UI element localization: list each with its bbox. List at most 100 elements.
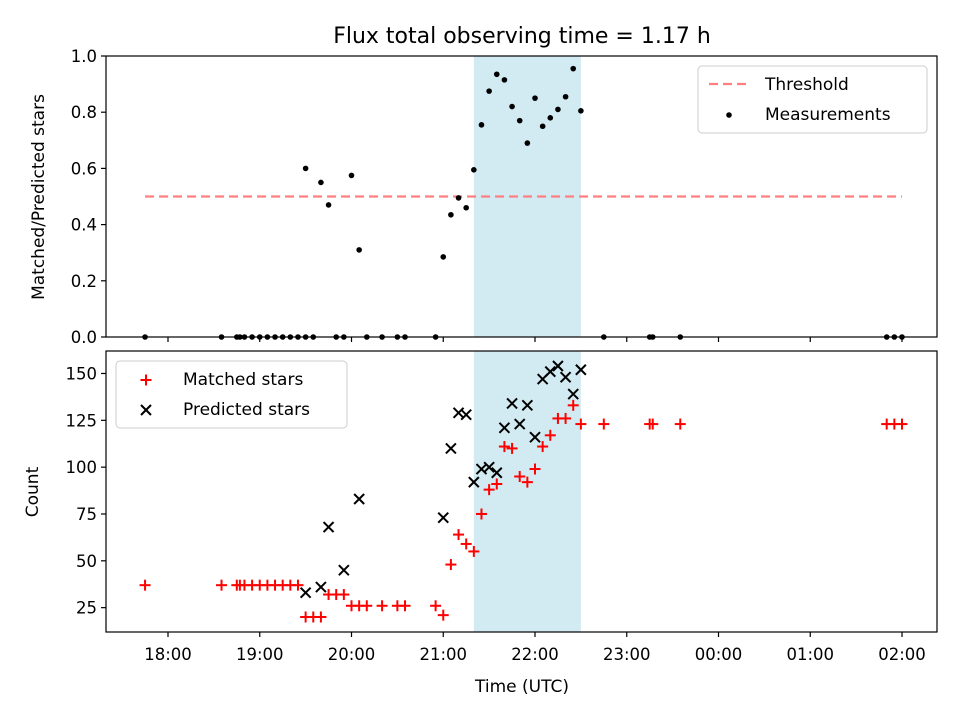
measurement-point (463, 204, 469, 211)
legend-predicted-swatch (140, 404, 152, 416)
legend-matched-label: Matched stars (183, 370, 303, 390)
matched-star-point (361, 600, 373, 612)
legend-matched-swatch (140, 374, 152, 386)
matched-star-point (491, 478, 503, 490)
predicted-star-point (468, 476, 480, 488)
predicted-star-point (559, 371, 572, 383)
ratio-legend: Threshold Measurements (697, 65, 928, 134)
measurement-point (539, 123, 546, 130)
predicted-star-point (506, 397, 518, 410)
matched-star-point (674, 418, 686, 430)
predicted-star-point (353, 493, 365, 505)
predicted-star-point (544, 365, 556, 378)
y-tick-label: 0.0 (71, 328, 97, 347)
measurement-point (325, 202, 332, 208)
ratio-panel: 0.0 0.2 0.4 0.6 0.8 1.0 Matched/Predicted sta… (29, 47, 938, 347)
matched-star-point (468, 545, 480, 557)
matched-star-point (598, 418, 610, 430)
matched-star-point (647, 418, 659, 430)
y-tick-label: 0.2 (71, 272, 97, 291)
matched-star-point (460, 538, 472, 550)
predicted-star-point (460, 408, 472, 421)
x-tick-label: 20:00 (328, 645, 376, 664)
count-y-axis: 25 50 75 100 125 150 (66, 364, 106, 618)
time-x-axis: 18:00 19:00 20:00 21:00 22:00 23:00 00:00 01:00… (144, 632, 926, 664)
matched-star-point (560, 412, 572, 424)
matched-star-point (315, 611, 327, 623)
count-panel: 25 50 75 100 125 150 18:00 19:00 20:00 21:00 22:0… (23, 350, 938, 664)
matched-star-point (399, 600, 411, 612)
legend-box (115, 360, 348, 429)
ratio-x-axis-ticks (167, 337, 903, 342)
x-tick-label: 23:00 (603, 645, 651, 664)
predicted-star-point (529, 431, 541, 443)
count-legend: Matched stars Predicted stars (115, 360, 348, 429)
x-tick-label: 01:00 (786, 645, 834, 664)
ratio-y-axis: 0.0 0.2 0.4 0.6 0.8 1.0 (71, 47, 106, 347)
legend-measurements-swatch (726, 112, 732, 118)
matched-star-point (514, 471, 526, 483)
count-points (139, 360, 908, 623)
measurement-point (348, 172, 355, 179)
predicted-star-point (483, 461, 495, 473)
y-tick-label: 100 (66, 458, 98, 477)
legend-measurements-label: Measurements (765, 105, 891, 125)
y-tick-label: 0.6 (71, 159, 97, 178)
matched-star-point (292, 579, 304, 591)
measurement-point (448, 211, 454, 218)
measurement-point (570, 65, 577, 72)
matched-star-point (445, 559, 457, 571)
predicted-star-point (521, 399, 534, 412)
measurement-point (440, 254, 447, 260)
ratio-y-label: Matched/Predicted stars (29, 94, 49, 300)
y-tick-label: 150 (66, 364, 98, 383)
measurement-point (516, 117, 523, 124)
predicted-star-point (498, 422, 511, 434)
matched-star-point (544, 429, 556, 441)
x-tick-label: 21:00 (419, 645, 467, 664)
matched-star-point (437, 609, 449, 621)
predicted-star-point (575, 364, 587, 376)
y-tick-label: 25 (76, 599, 97, 618)
predicted-star-point (437, 512, 449, 524)
measurement-point (562, 93, 569, 100)
count-y-label: Count (23, 466, 43, 517)
observing-window-span-count (473, 351, 581, 632)
predicted-star-point (322, 521, 335, 533)
measurement-point (578, 107, 584, 114)
measurement-point (532, 95, 538, 101)
predicted-star-point (514, 418, 526, 430)
x-tick-label: 22:00 (511, 645, 559, 664)
matched-star-point (506, 442, 518, 454)
measurement-point (471, 167, 477, 173)
measurement-point (486, 88, 492, 94)
matched-star-point (139, 579, 151, 591)
matched-star-point (537, 441, 549, 453)
legend-threshold-label: Threshold (764, 75, 849, 95)
measurement-point (524, 140, 531, 146)
measurement-point (455, 195, 462, 201)
measurement-point (555, 106, 561, 113)
legend-box (697, 65, 928, 134)
legend-predicted-label: Predicted stars (183, 400, 310, 420)
chart-title: Flux total observing time = 1.17 h (333, 24, 711, 49)
measurement-point (478, 122, 485, 128)
predicted-star-point (491, 467, 503, 479)
matched-star-point (567, 399, 579, 411)
x-tick-label: 18:00 (144, 645, 192, 664)
matched-star-point (483, 484, 495, 496)
measurement-point (493, 71, 500, 78)
y-tick-label: 0.8 (71, 103, 97, 122)
y-tick-label: 125 (66, 411, 98, 430)
y-tick-label: 0.4 (71, 216, 97, 235)
count-panel-frame (105, 350, 938, 633)
measurement-point (509, 103, 515, 110)
measurement-point (356, 247, 362, 253)
measurement-point (302, 165, 309, 172)
matched-star-point (430, 600, 442, 612)
matched-star-point (376, 600, 388, 612)
matched-star-point (453, 529, 465, 541)
x-axis-label: Time (UTC) (474, 677, 569, 697)
matched-star-point (498, 441, 510, 453)
